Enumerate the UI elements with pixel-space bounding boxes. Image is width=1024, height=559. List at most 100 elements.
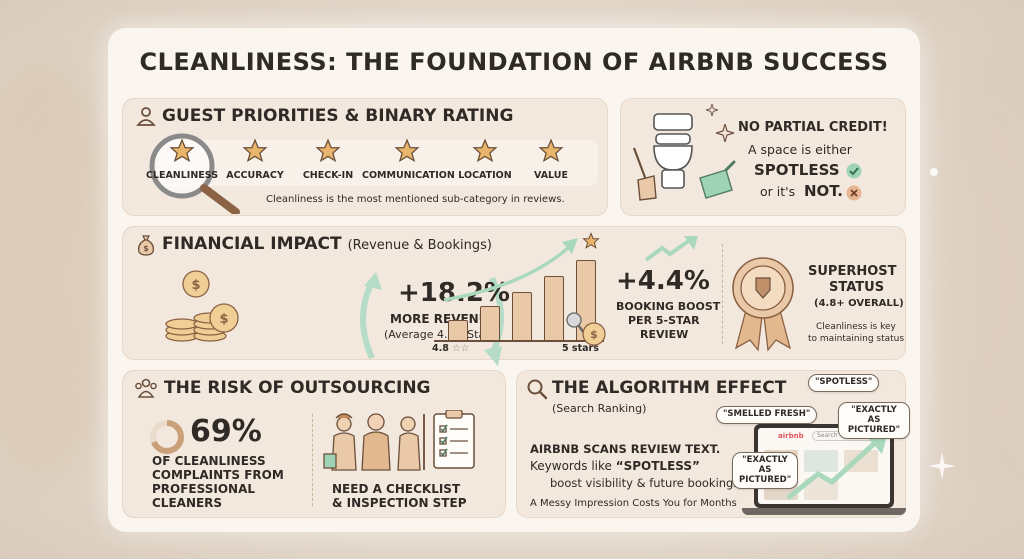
revenue-note: (Average 4.9+ Stars) bbox=[384, 328, 500, 341]
not-text: NOT. bbox=[804, 182, 843, 200]
superhost-note-2: to maintaining status bbox=[808, 334, 905, 344]
superhost-badge-icon bbox=[732, 257, 794, 352]
rating-strip bbox=[158, 140, 598, 186]
rating-item-location: LOCATION bbox=[440, 138, 530, 181]
star-icon bbox=[582, 232, 600, 249]
outsourcing-line-3: PROFESSIONAL bbox=[152, 482, 256, 496]
spotless-text: SPOTLESS bbox=[754, 161, 840, 179]
rating-item-label: CHECK-IN bbox=[302, 170, 354, 181]
no-partial-credit-panel: NO PARTIAL CREDIT! A space is either SPO… bbox=[620, 98, 906, 216]
star-icon bbox=[315, 138, 341, 163]
toilet-icon bbox=[653, 113, 693, 189]
star-icon bbox=[169, 138, 195, 163]
laptop-base bbox=[742, 508, 906, 515]
revenue-label: MORE REVENUE bbox=[390, 312, 497, 326]
star-icon bbox=[472, 138, 498, 163]
rating-item-label: COMMUNICATION bbox=[362, 170, 455, 181]
algorithm-scan-text: AIRBNB SCANS REVIEW TEXT. bbox=[530, 442, 721, 456]
growth-bar bbox=[448, 320, 468, 340]
axis-start-label: 4.8 ☆☆ bbox=[432, 343, 469, 354]
algorithm-subtitle: (Search Ranking) bbox=[552, 402, 647, 415]
booking-boost-line-2: PER 5-STAR bbox=[628, 314, 700, 327]
no-partial-credit-title: NO PARTIAL CREDIT! bbox=[738, 120, 888, 135]
financial-title-text: FINANCIAL IMPACT bbox=[162, 234, 342, 254]
laptop-search-label: Search bbox=[817, 432, 838, 439]
superhost-line-3: (4.8+ OVERALL) bbox=[814, 298, 904, 309]
magnifier-icon bbox=[149, 133, 240, 214]
listing-thumb bbox=[804, 478, 838, 500]
sparkle-icon bbox=[716, 124, 734, 142]
coin-stack-icon: $ $ bbox=[165, 270, 239, 342]
algorithm-keyword-line: Keywords like “SPOTLESS” bbox=[530, 459, 700, 473]
trend-up-arrow bbox=[786, 432, 888, 500]
revenue-value: +18.2% bbox=[398, 278, 510, 308]
sparkle-icon bbox=[706, 104, 718, 116]
rating-item-accuracy: ACCURACY bbox=[210, 138, 300, 181]
algorithm-keyword-line-2: boost visibility & future bookings. bbox=[550, 476, 743, 490]
review-bubble-spotless: "SPOTLESS" bbox=[808, 374, 880, 392]
dustpan-icon bbox=[699, 160, 736, 199]
rating-item-label: ACCURACY bbox=[226, 170, 284, 181]
booking-boost-value: +4.4% bbox=[616, 266, 710, 296]
outsourcing-line-4: CLEANERS bbox=[152, 496, 223, 510]
outsourcing-divider bbox=[312, 414, 313, 506]
growth-bar bbox=[544, 276, 564, 340]
growth-bar bbox=[480, 306, 500, 340]
review-bubble-exactly-as-pictured: "EXACTLY AS PICTURED" bbox=[732, 452, 798, 490]
rating-item-value: VALUE bbox=[506, 138, 596, 181]
algorithm-panel: THE ALGORITHM EFFECT (Search Ranking) AI… bbox=[516, 370, 910, 518]
outsourcing-title: THE RISK OF OUTSOURCING bbox=[164, 378, 431, 398]
search-icon bbox=[527, 379, 548, 400]
axis-end-label: 5 stars bbox=[562, 343, 599, 354]
superhost-line-2: STATUS bbox=[829, 280, 885, 295]
guest-priorities-title: GUEST PRIORITIES & BINARY RATING bbox=[162, 106, 514, 126]
keyword-prefix: Keywords like bbox=[530, 459, 612, 473]
rating-item-communication: COMMUNICATION bbox=[362, 138, 455, 181]
outsourcing-line-2: COMPLAINTS FROM bbox=[152, 468, 284, 482]
guest-priorities-panel: GUEST PRIORITIES & BINARY RATING CLEANLI… bbox=[122, 98, 608, 216]
broom-icon bbox=[632, 147, 657, 201]
cleaners-icon bbox=[323, 413, 425, 471]
up-arrow-icon bbox=[644, 236, 698, 262]
rating-item-label: CLEANLINESS bbox=[145, 170, 219, 181]
checklist-icon bbox=[433, 410, 475, 469]
superhost-line-1: SUPERHOST bbox=[808, 264, 897, 279]
axis-start-stars: ☆☆ bbox=[452, 343, 470, 354]
booking-boost-line-1: BOOKING BOOST bbox=[616, 300, 721, 313]
growth-bar bbox=[512, 292, 532, 340]
listing-thumb bbox=[804, 450, 838, 472]
cross-icon bbox=[846, 185, 862, 201]
keyword-word: “SPOTLESS” bbox=[615, 459, 700, 473]
outsourcing-panel: THE RISK OF OUTSOURCING 69% OF CLEANLINE… bbox=[122, 370, 506, 518]
decor-dot bbox=[930, 168, 938, 176]
sparkle-icon bbox=[928, 452, 956, 480]
guest-priorities-note: Cleanliness is the most mentioned sub-ca… bbox=[266, 194, 565, 205]
rating-item-cleanliness: CLEANLINESS bbox=[137, 138, 227, 181]
credit-line-1: A space is either bbox=[748, 142, 852, 157]
financial-impact-title: FINANCIAL IMPACT (Revenue & Bookings) bbox=[162, 234, 492, 254]
growth-bar-chart: $ bbox=[434, 226, 614, 368]
trend-arrow bbox=[443, 238, 578, 302]
algorithm-footer: A Messy Impression Costs You for Months bbox=[530, 498, 737, 509]
infographic-card: CLEANLINESS: THE FOUNDATION OF AIRBNB SU… bbox=[108, 28, 920, 532]
bar-chart-baseline bbox=[434, 340, 604, 342]
financial-subtitle: (Revenue & Bookings) bbox=[347, 238, 492, 253]
financial-divider bbox=[722, 244, 723, 344]
checklist-line-2: & INSPECTION STEP bbox=[332, 496, 467, 510]
axis-start-value: 4.8 bbox=[432, 343, 449, 354]
outsourcing-value: 69% bbox=[190, 414, 262, 449]
review-bubble-exactly-as-pictured: "EXACTLY AS PICTURED" bbox=[838, 402, 910, 440]
review-bubble-smelled-fresh: "SMELLED FRESH" bbox=[716, 406, 818, 424]
background-blur-right bbox=[930, 40, 1024, 500]
svg-text:$: $ bbox=[191, 278, 200, 293]
money-bag-icon: $ bbox=[137, 235, 155, 256]
rating-item-label: VALUE bbox=[534, 170, 568, 181]
algorithm-title: THE ALGORITHM EFFECT bbox=[552, 378, 787, 398]
svg-text:$: $ bbox=[143, 244, 149, 253]
credit-or-its: or it's bbox=[760, 184, 796, 199]
booking-boost-line-3: REVIEW bbox=[640, 328, 689, 341]
laptop-brand: airbnb bbox=[778, 432, 804, 440]
rating-item-check-in: CHECK-IN bbox=[283, 138, 373, 181]
svg-text:$: $ bbox=[219, 312, 228, 327]
rating-item-label: LOCATION bbox=[458, 170, 512, 181]
